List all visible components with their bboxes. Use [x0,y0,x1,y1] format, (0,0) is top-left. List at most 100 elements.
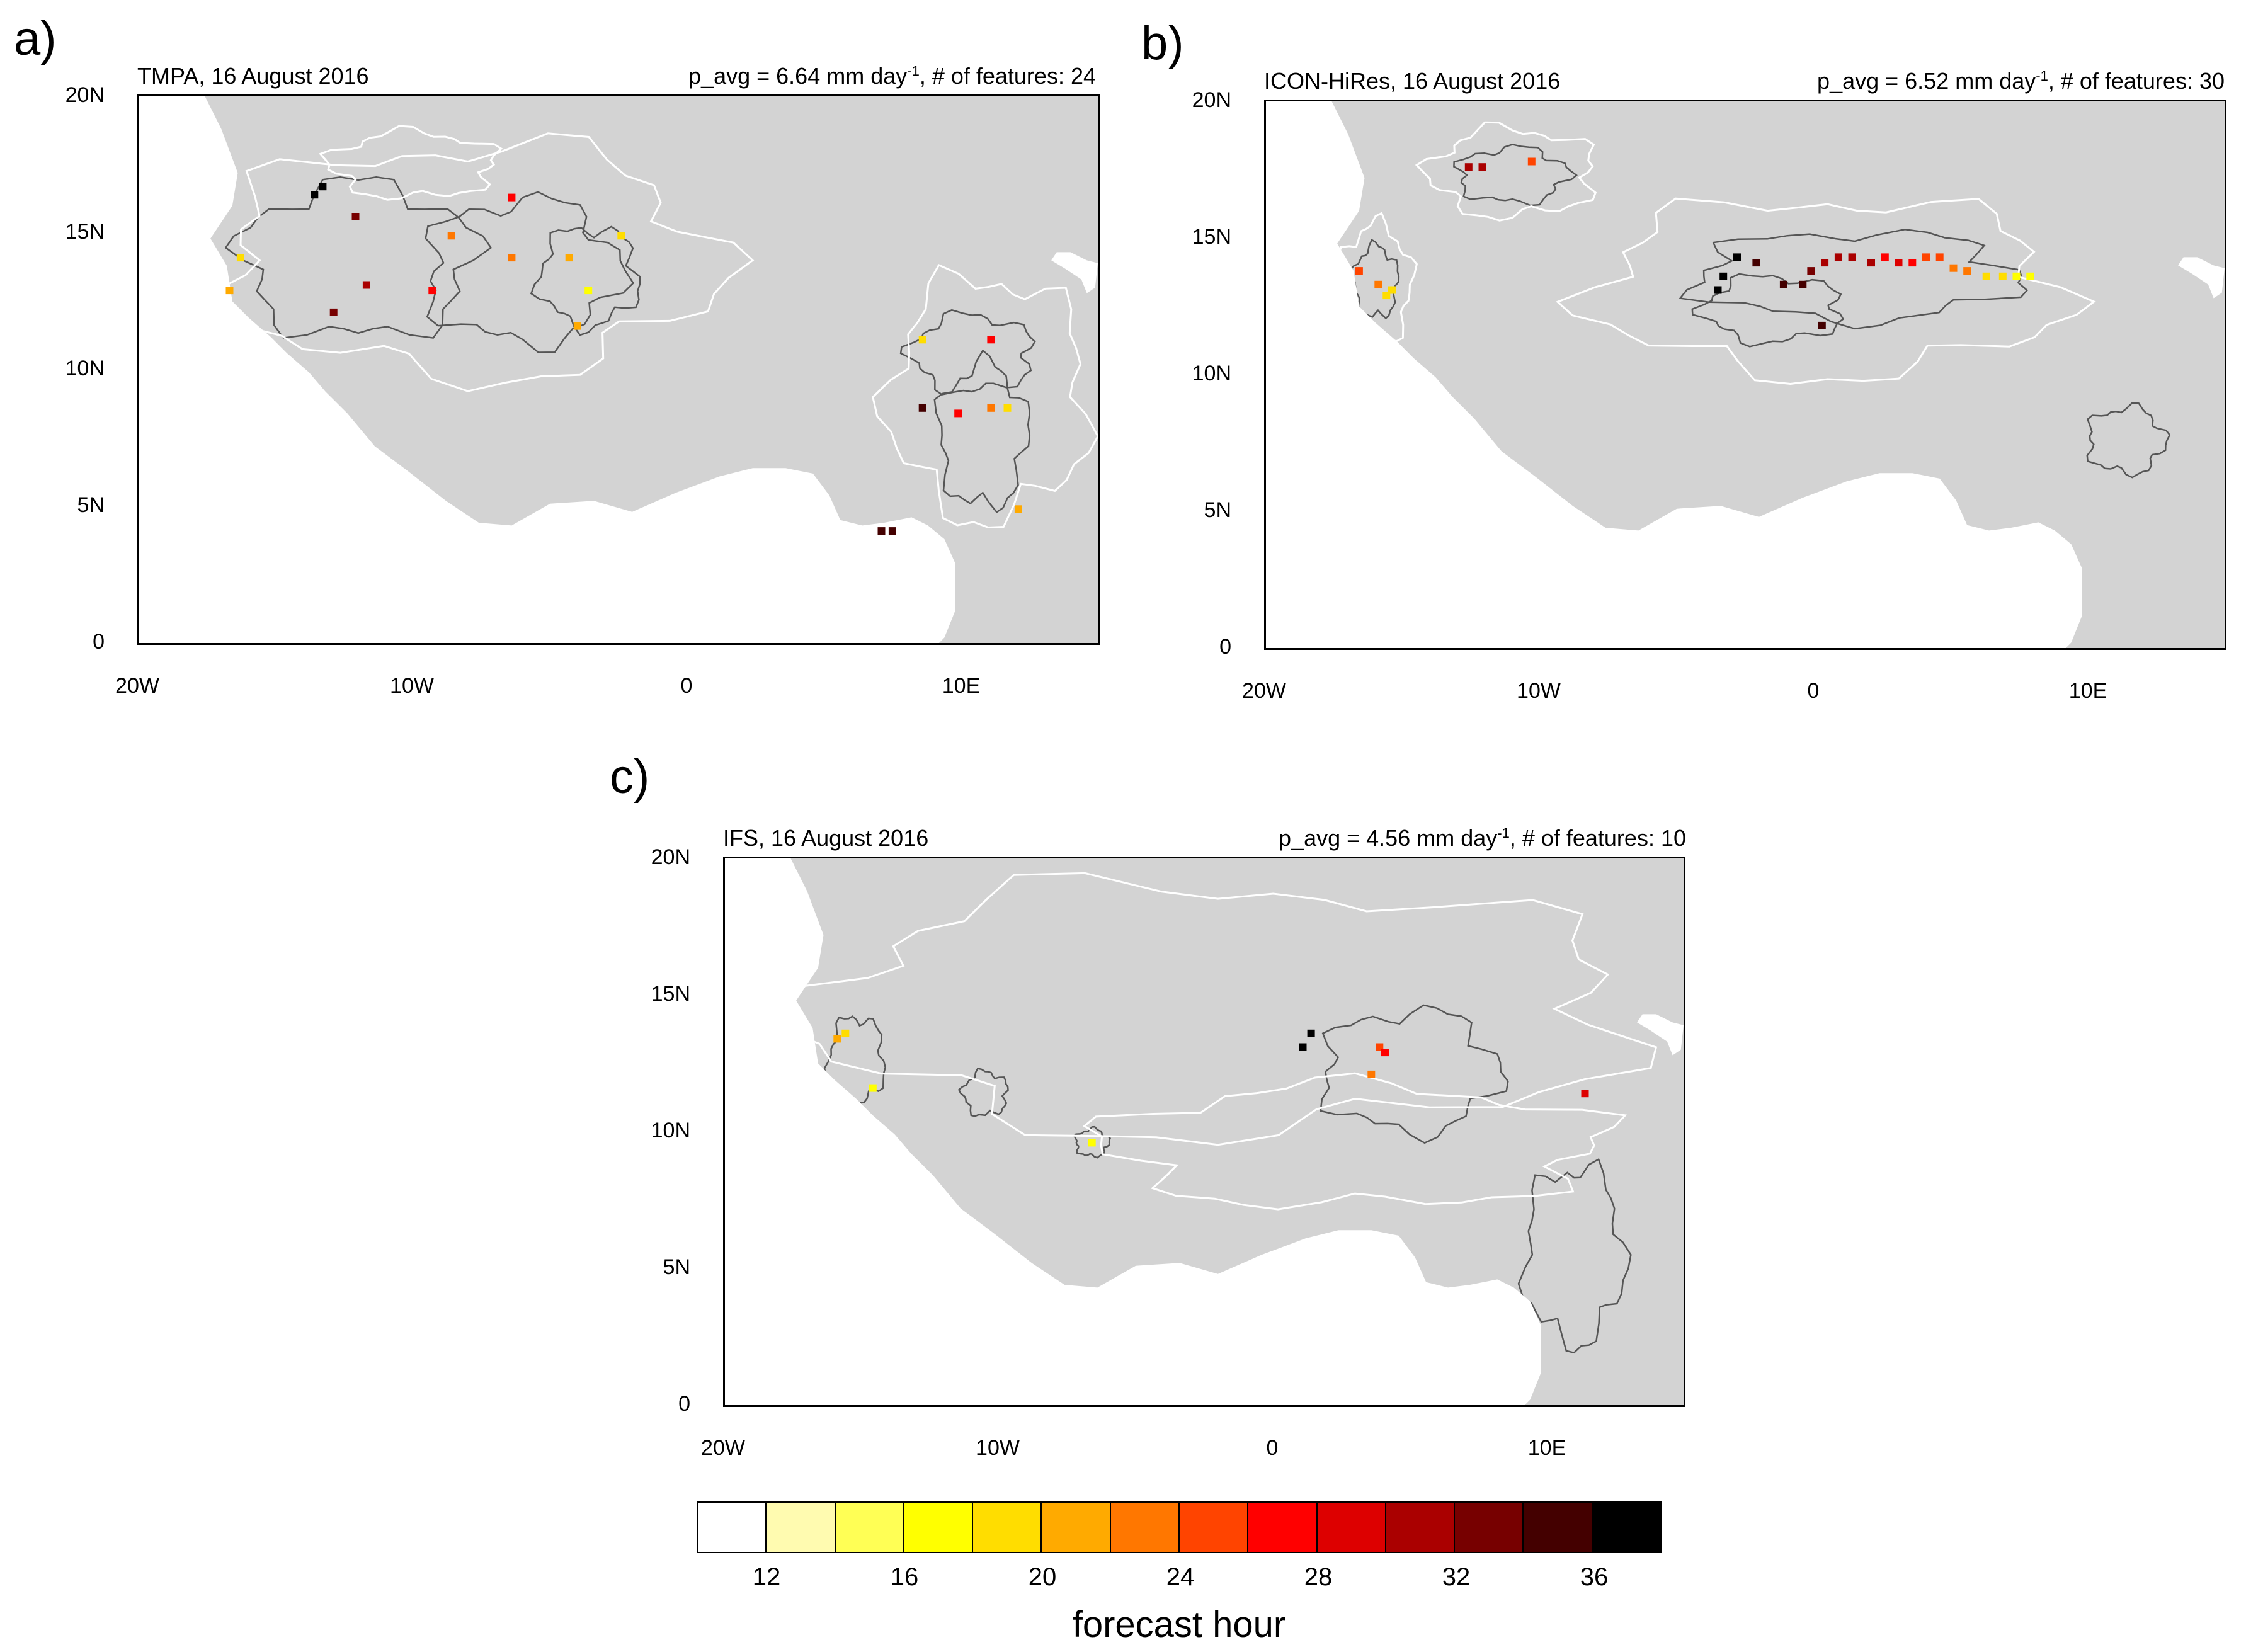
lat-tick-label: 20N [651,845,690,869]
feature-marker [236,254,244,262]
colorbar-label: 32 [1442,1563,1471,1591]
feature-marker [1581,1090,1589,1098]
panel-stats: p_avg = 6.52 mm day-1, # of features: 30 [1776,68,2225,94]
contour-light [1556,197,2096,385]
map-plot [137,94,1100,645]
feature-marker [617,232,625,240]
lon-tick-label: 0 [1266,1436,1279,1460]
feature-marker [1881,253,1889,261]
lat-tick-label: 10N [651,1119,690,1142]
feature-marker [1307,1029,1315,1037]
lon-tick-label: 10E [942,674,981,698]
feature-marker [841,1029,850,1037]
contour-dark [1679,229,2029,330]
lon-tick-label: 0 [680,674,693,698]
colorbar-cell [973,1503,1042,1552]
lat-tick-label: 15N [651,982,690,1006]
panel-letter: a) [14,12,57,66]
lon-tick-label: 10E [1527,1436,1566,1460]
stats-prefix: p_avg = 6.52 mm day [1817,68,2036,94]
contour-dark [957,1068,1009,1117]
colorbar-cell [1248,1503,1318,1552]
feature-marker [1908,259,1917,267]
contour-dark [1320,1004,1509,1144]
feature-marker [573,322,581,330]
feature-marker [311,191,319,199]
colorbar-cell [1042,1503,1111,1552]
feature-marker [584,287,593,295]
colorbar-cell [1386,1503,1456,1552]
feature-marker [1733,253,1741,261]
panel-letter: b) [1141,16,1184,70]
contour-dark [899,309,1036,396]
lon-tick-label: 10W [1517,679,1561,703]
panel-title: TMPA, 16 August 2016 [137,63,369,89]
lat-tick-label: 20N [65,83,105,107]
land-area [780,858,1684,1405]
map-svg [194,96,1098,643]
feature-marker [1355,267,1363,275]
feature-marker [1922,253,1930,261]
stats-suffix: , # of features: 24 [919,63,1096,89]
feature-marker [1714,286,1722,294]
colorbar-cell [1317,1503,1386,1552]
feature-marker [1779,280,1787,288]
map-plot [1264,100,2226,650]
stats-prefix: p_avg = 4.56 mm day [1279,825,1498,851]
feature-marker [319,183,327,191]
colorbar-cell [1524,1503,1593,1552]
feature-marker [918,404,926,412]
colorbar-label: 20 [1028,1563,1057,1591]
feature-marker [1799,280,1807,288]
contour-dark [1517,1158,1632,1354]
lat-tick-label: 5N [663,1255,690,1279]
feature-marker [1935,253,1944,261]
feature-marker [1014,505,1022,513]
colorbar-label: 28 [1304,1563,1333,1591]
feature-marker [351,213,360,220]
feature-marker [508,254,516,262]
feature-marker [869,1084,877,1092]
stats-suffix: , # of features: 10 [1509,825,1686,851]
land-area [194,96,1098,643]
lat-tick-label: 15N [1192,225,1231,249]
contour-light [319,125,503,201]
map-svg [1321,101,2225,648]
feature-marker [447,232,455,240]
feature-marker [1299,1043,1307,1051]
feature-marker [508,193,516,202]
colorbar-label: 24 [1166,1563,1195,1591]
colorbar-cell [835,1503,904,1552]
feature-marker [1719,272,1728,280]
feature-marker [1821,259,1829,267]
feature-marker [1963,267,1971,275]
feature-marker [565,254,573,262]
feature-marker [987,336,995,344]
colorbar-label: 16 [890,1563,919,1591]
feature-marker [1003,404,1012,412]
panel-stats: p_avg = 4.56 mm day-1, # of features: 10 [1238,825,1686,852]
contour-light [201,132,755,392]
contour-light [1083,1072,1627,1211]
feature-marker [1982,272,1990,280]
feature-marker [428,287,436,295]
lon-tick-label: 10W [976,1436,1020,1460]
feature-marker [1527,157,1536,166]
lat-tick-label: 0 [1219,635,1231,659]
panel-stats: p_avg = 6.64 mm day-1, # of features: 24 [649,63,1096,89]
feature-marker [1848,253,1856,261]
contour-dark [1073,1125,1111,1159]
feature-marker [987,404,995,412]
contour-light [1415,121,1597,222]
colorbar [697,1501,1662,1553]
colorbar-cell [1592,1503,1660,1552]
panel-letter: c) [610,750,650,804]
feature-marker [1367,1070,1376,1078]
colorbar-cell [1455,1503,1524,1552]
lat-tick-label: 10N [65,356,105,380]
colorbar-cell [1179,1503,1249,1552]
panel-title: ICON-HiRes, 16 August 2016 [1264,68,1561,94]
colorbar-cell [767,1503,836,1552]
contour-dark [530,225,641,336]
panel-title: IFS, 16 August 2016 [723,825,929,851]
